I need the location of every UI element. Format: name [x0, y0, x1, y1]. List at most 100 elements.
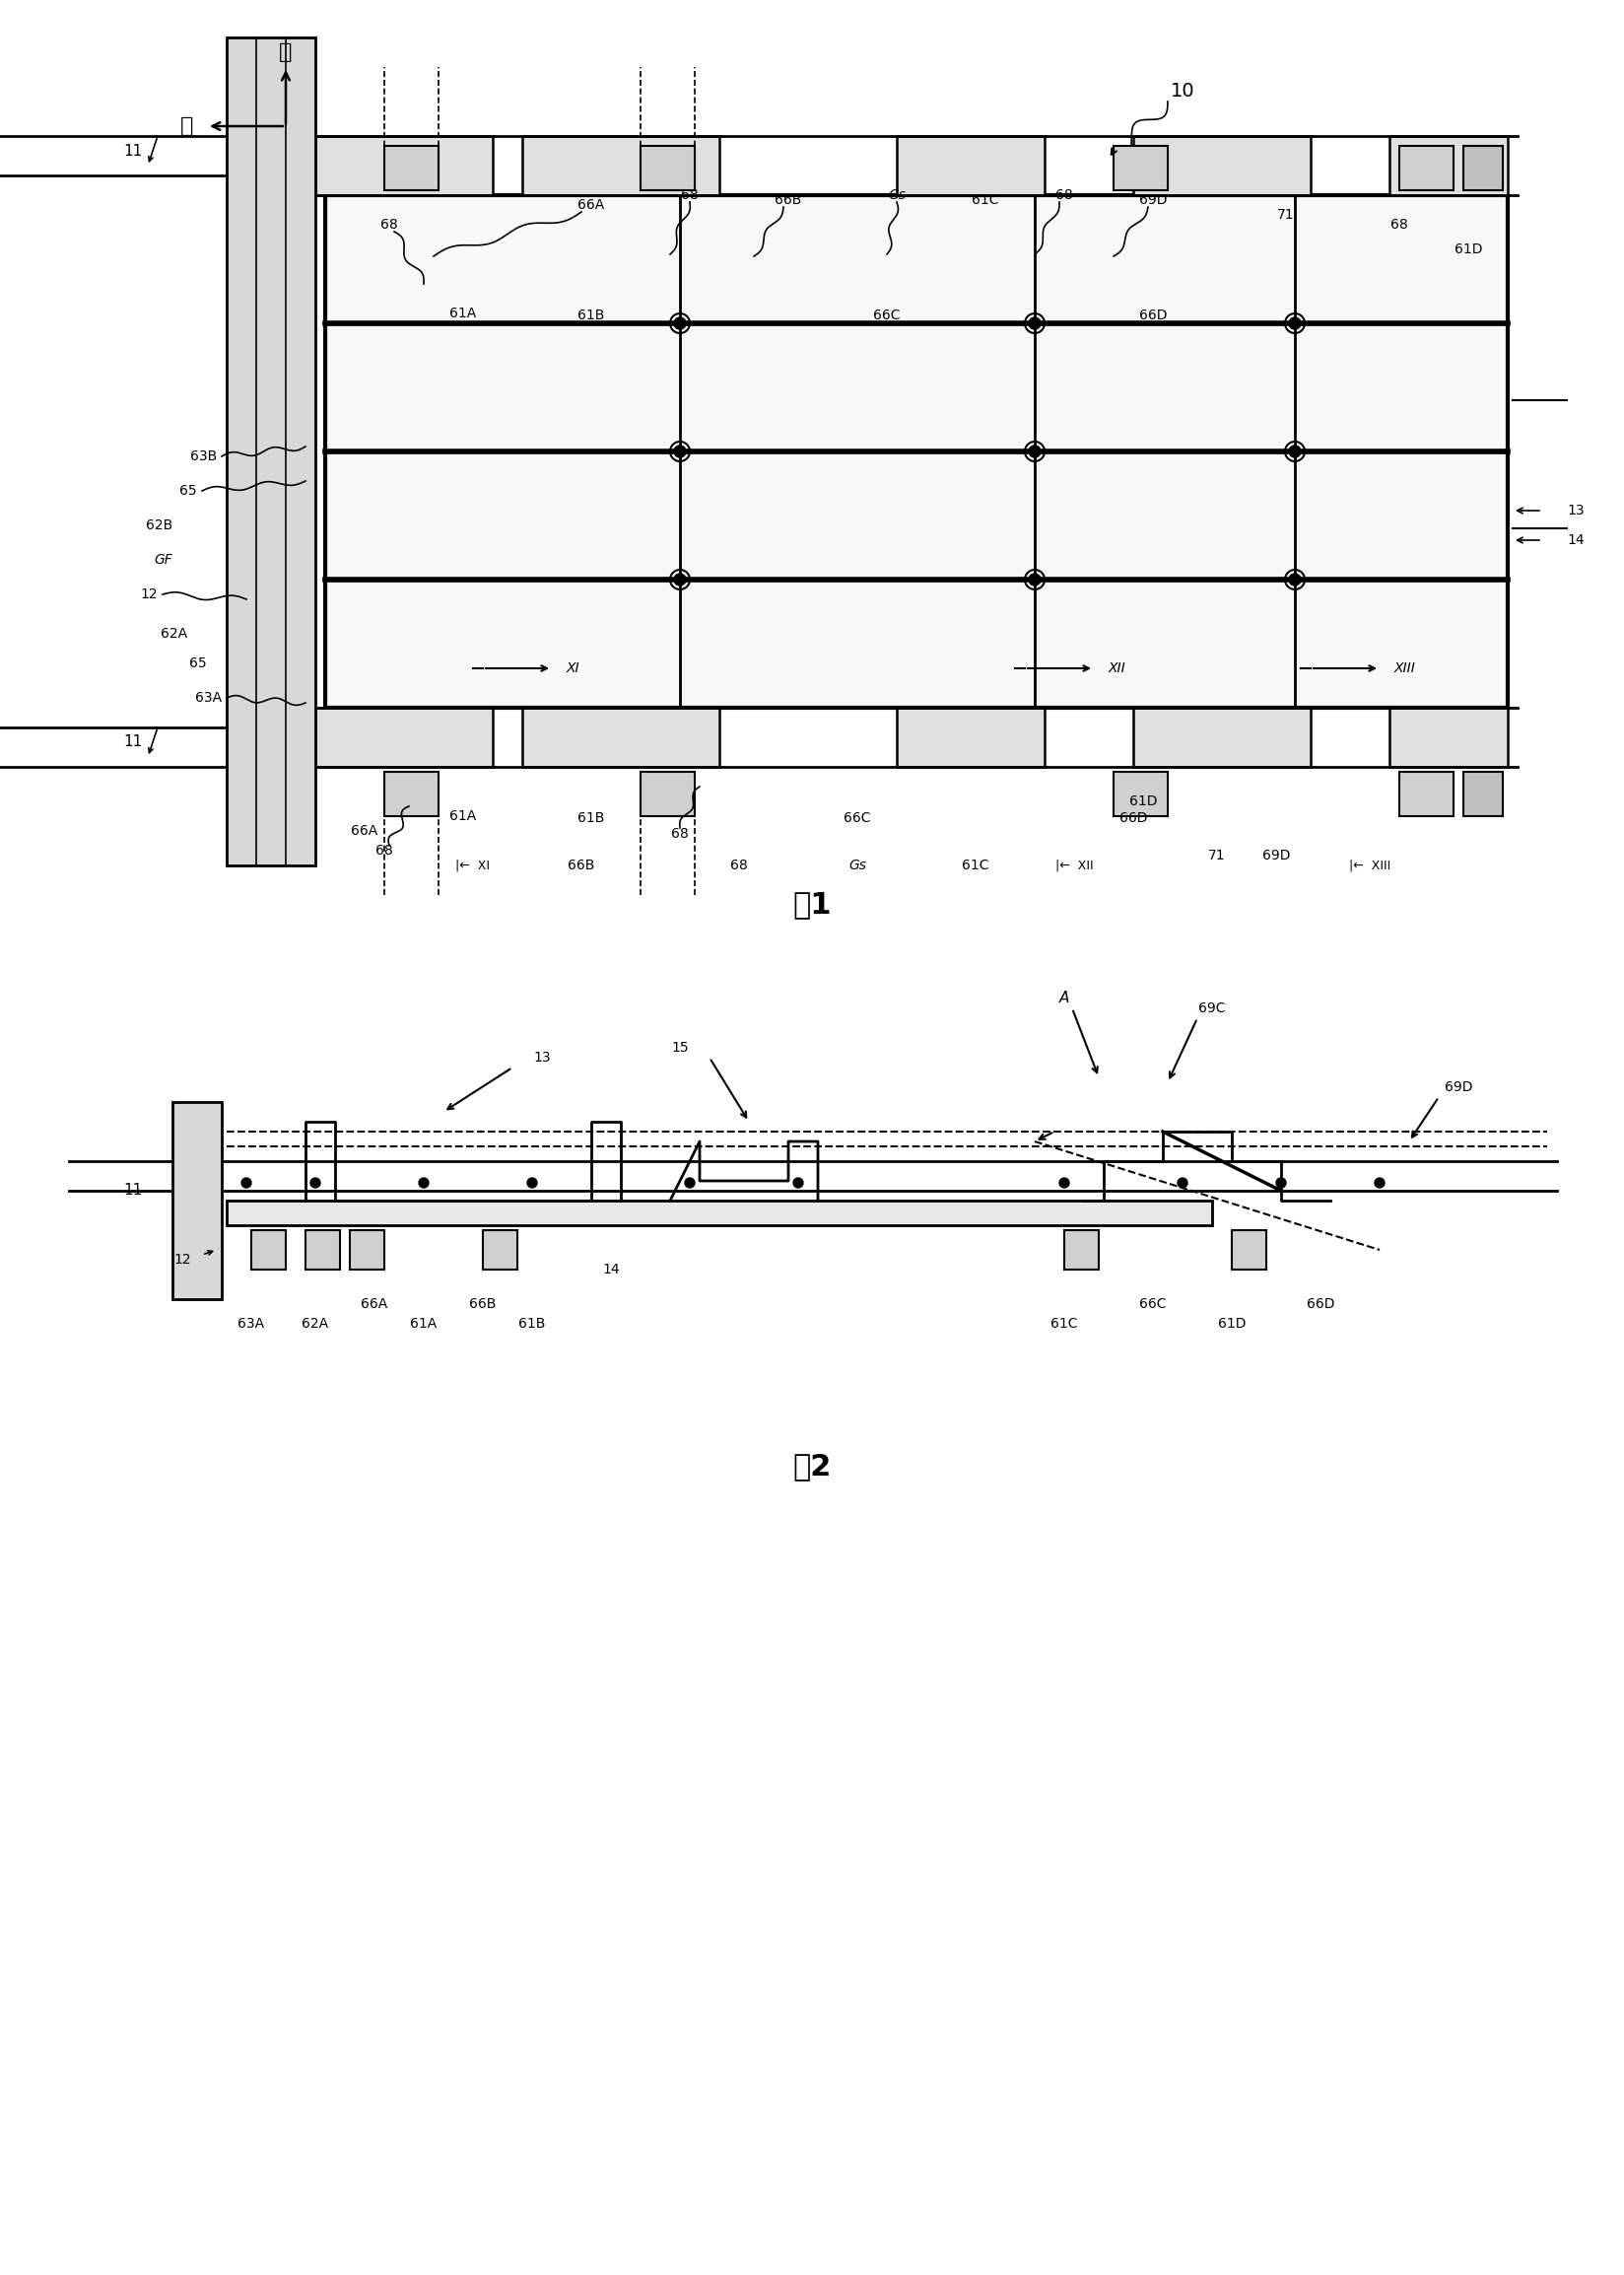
- Text: 66D: 66D: [1306, 1297, 1333, 1310]
- Text: 65: 65: [190, 657, 206, 671]
- Text: Gs: Gs: [887, 189, 905, 202]
- Text: 61A: 61A: [450, 810, 476, 824]
- Text: 63B: 63B: [190, 450, 216, 464]
- Text: 69D: 69D: [1444, 1081, 1471, 1094]
- Circle shape: [674, 573, 685, 585]
- Text: 63A: 63A: [237, 1317, 265, 1331]
- Text: 前: 前: [180, 116, 193, 136]
- Bar: [315, 136, 492, 196]
- Circle shape: [310, 1178, 320, 1188]
- Bar: [521, 136, 719, 196]
- Text: 13: 13: [533, 1051, 551, 1065]
- Text: XIII: XIII: [1393, 662, 1415, 676]
- Text: 66A: 66A: [578, 198, 604, 212]
- Text: 61B: 61B: [578, 812, 604, 826]
- Text: 11: 11: [123, 143, 143, 159]
- Bar: [1389, 708, 1507, 767]
- Text: 61C: 61C: [971, 193, 999, 207]
- Text: 右: 右: [279, 43, 292, 61]
- Text: 10: 10: [1169, 82, 1194, 100]
- Circle shape: [1059, 1178, 1069, 1188]
- Circle shape: [1288, 446, 1299, 457]
- Bar: [252, 1231, 286, 1269]
- Bar: [1064, 1231, 1098, 1269]
- Bar: [521, 708, 719, 767]
- Text: 66B: 66B: [469, 1297, 495, 1310]
- Text: 69C: 69C: [1199, 1001, 1224, 1015]
- Text: 68: 68: [1056, 189, 1072, 202]
- Text: 61A: 61A: [411, 1317, 437, 1331]
- Text: 14: 14: [1566, 532, 1583, 546]
- Bar: [1398, 146, 1452, 191]
- Text: 61C: 61C: [1051, 1317, 1077, 1331]
- Circle shape: [1028, 318, 1039, 330]
- Text: 61B: 61B: [518, 1317, 546, 1331]
- Text: 66C: 66C: [1138, 1297, 1166, 1310]
- Text: 69D: 69D: [1262, 849, 1289, 862]
- Text: 11: 11: [123, 735, 143, 751]
- Bar: [226, 36, 315, 864]
- Text: 图1: 图1: [793, 890, 831, 919]
- Bar: [226, 1201, 1212, 1226]
- Bar: [1112, 771, 1168, 817]
- Text: Gs: Gs: [848, 858, 866, 871]
- Circle shape: [674, 318, 685, 330]
- Text: 66C: 66C: [843, 812, 870, 826]
- Text: 69D: 69D: [1138, 193, 1166, 207]
- Text: 66C: 66C: [872, 309, 900, 323]
- Text: 66A: 66A: [351, 824, 378, 837]
- Bar: [1463, 146, 1502, 191]
- Bar: [349, 1231, 385, 1269]
- Text: 61B: 61B: [578, 309, 604, 323]
- Circle shape: [1028, 446, 1039, 457]
- Text: 14: 14: [603, 1263, 619, 1276]
- Circle shape: [674, 446, 685, 457]
- Bar: [385, 771, 438, 817]
- Text: 图2: 图2: [793, 1451, 831, 1481]
- Circle shape: [1288, 318, 1299, 330]
- Circle shape: [1275, 1178, 1285, 1188]
- Text: |←  XI: |← XI: [455, 860, 490, 871]
- Circle shape: [793, 1178, 802, 1188]
- Text: 68: 68: [671, 828, 689, 842]
- Circle shape: [1028, 573, 1039, 585]
- Text: 11: 11: [123, 1183, 143, 1199]
- Text: 71: 71: [1208, 849, 1224, 862]
- Circle shape: [1288, 573, 1299, 585]
- Text: 12: 12: [140, 587, 158, 601]
- Text: |←  XII: |← XII: [1054, 860, 1093, 871]
- Bar: [640, 146, 695, 191]
- Circle shape: [1177, 1178, 1187, 1188]
- Circle shape: [419, 1178, 429, 1188]
- Text: 68: 68: [1390, 218, 1408, 232]
- Text: 62A: 62A: [161, 628, 187, 642]
- Text: 65: 65: [180, 485, 197, 498]
- Bar: [1389, 136, 1507, 196]
- Text: 62B: 62B: [146, 519, 172, 532]
- Text: 68: 68: [729, 858, 747, 871]
- Text: 61D: 61D: [1453, 243, 1481, 257]
- Text: 62A: 62A: [302, 1317, 328, 1331]
- Bar: [1463, 771, 1502, 817]
- Text: GF: GF: [154, 553, 172, 566]
- Bar: [325, 196, 1507, 708]
- Circle shape: [242, 1178, 252, 1188]
- Bar: [1132, 136, 1311, 196]
- Text: 66B: 66B: [567, 858, 594, 871]
- Text: 13: 13: [1566, 503, 1583, 516]
- Text: |←  XIII: |← XIII: [1348, 860, 1390, 871]
- Text: 66B: 66B: [775, 193, 801, 207]
- Text: XII: XII: [1108, 662, 1125, 676]
- Circle shape: [526, 1178, 538, 1188]
- Text: 68: 68: [380, 218, 398, 232]
- Text: 66A: 66A: [361, 1297, 388, 1310]
- Text: 12: 12: [174, 1254, 192, 1267]
- Bar: [1398, 771, 1452, 817]
- Text: A: A: [1059, 992, 1069, 1006]
- Bar: [1112, 146, 1168, 191]
- Circle shape: [1374, 1178, 1384, 1188]
- Bar: [385, 146, 438, 191]
- Text: XI: XI: [567, 662, 580, 676]
- Bar: [482, 1231, 516, 1269]
- Text: 61D: 61D: [1129, 794, 1156, 808]
